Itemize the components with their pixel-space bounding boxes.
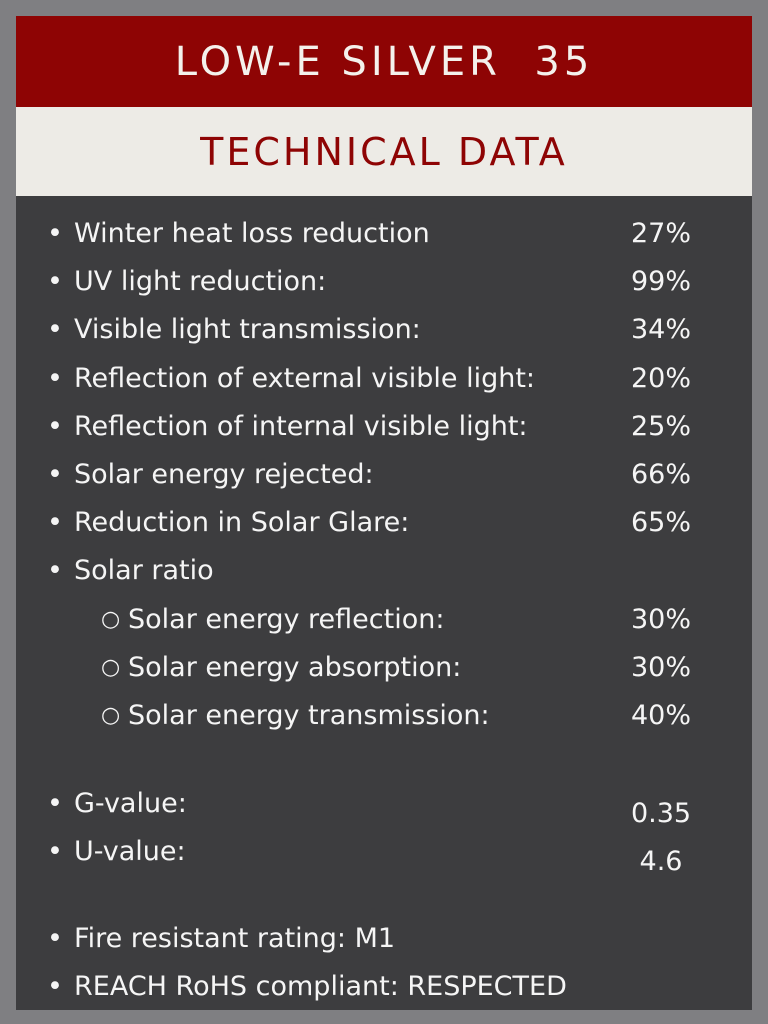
bullet-icon: • bbox=[47, 363, 63, 394]
item-value: 65% bbox=[630, 507, 691, 538]
list-item: • Reflection of internal visible light: … bbox=[16, 407, 752, 447]
section-title: TECHNICAL DATA bbox=[16, 107, 752, 196]
list-item: • Winter heat loss reduction 27% bbox=[16, 214, 752, 254]
item-value: 4.6 bbox=[639, 846, 683, 877]
item-value: 27% bbox=[630, 218, 691, 249]
sub-list-item: ○ Solar energy transmission: 40% bbox=[16, 696, 752, 736]
item-value: 99% bbox=[630, 266, 691, 297]
item-value: 66% bbox=[630, 459, 691, 490]
bullet-icon: • bbox=[47, 923, 63, 954]
item-value: 25% bbox=[630, 411, 691, 442]
item-label: Solar energy transmission: bbox=[128, 700, 490, 731]
item-value: 0.35 bbox=[630, 798, 692, 829]
item-label: REACH RoHS compliant: RESPECTED bbox=[74, 971, 567, 1002]
bullet-icon: • bbox=[47, 788, 63, 819]
list-item: • Reduction in Solar Glare: 65% bbox=[16, 503, 752, 543]
technical-data-card: LOW-E SILVER 35 TECHNICAL DATA • Winter … bbox=[16, 16, 752, 1010]
list-item: • Fire resistant rating: M1 bbox=[16, 919, 752, 959]
list-item: • Reflection of external visible light: … bbox=[16, 359, 752, 399]
item-label: Reflection of external visible light: bbox=[74, 363, 536, 394]
item-label: Winter heat loss reduction bbox=[74, 218, 430, 249]
item-label: UV light reduction: bbox=[74, 266, 327, 297]
item-value: 20% bbox=[630, 363, 691, 394]
circle-bullet-icon: ○ bbox=[101, 607, 121, 632]
bullet-icon: • bbox=[47, 218, 63, 249]
bullet-icon: • bbox=[47, 314, 63, 345]
item-value: 30% bbox=[630, 604, 691, 635]
item-label: Reflection of internal visible light: bbox=[74, 411, 528, 442]
list-item: • Solar energy rejected: 66% bbox=[16, 455, 752, 495]
list-item: • Visible light transmission: 34% bbox=[16, 310, 752, 350]
bullet-icon: • bbox=[47, 507, 63, 538]
bullet-icon: • bbox=[47, 555, 63, 586]
bullet-icon: • bbox=[47, 266, 63, 297]
list-item: • U-value: 4.6 bbox=[16, 832, 752, 877]
list-item: • G-value: 0.35 bbox=[16, 784, 752, 829]
bullet-icon: • bbox=[47, 459, 63, 490]
item-label: Fire resistant rating: M1 bbox=[74, 923, 396, 954]
item-label: Solar energy absorption: bbox=[128, 652, 462, 683]
bullet-icon: • bbox=[47, 836, 63, 867]
item-label: G-value: bbox=[74, 788, 187, 819]
bullet-icon: • bbox=[47, 971, 63, 1002]
item-value: 34% bbox=[630, 314, 691, 345]
list-item: • UV light reduction: 99% bbox=[16, 262, 752, 302]
item-value: 30% bbox=[630, 652, 691, 683]
list-item: • Solar ratio bbox=[16, 551, 752, 591]
item-label: U-value: bbox=[74, 836, 186, 867]
item-label: Solar energy reflection: bbox=[128, 604, 445, 635]
item-value: 40% bbox=[630, 700, 691, 731]
item-label: Reduction in Solar Glare: bbox=[74, 507, 410, 538]
sub-list-item: ○ Solar energy reflection: 30% bbox=[16, 600, 752, 640]
item-label: Visible light transmission: bbox=[74, 314, 421, 345]
item-label: Solar ratio bbox=[74, 555, 214, 586]
list-item: • REACH RoHS compliant: RESPECTED bbox=[16, 967, 752, 1007]
product-title: LOW-E SILVER 35 bbox=[16, 16, 752, 107]
circle-bullet-icon: ○ bbox=[101, 655, 121, 680]
sub-list-item: ○ Solar energy absorption: 30% bbox=[16, 648, 752, 688]
item-label: Solar energy rejected: bbox=[74, 459, 374, 490]
circle-bullet-icon: ○ bbox=[101, 703, 121, 728]
bullet-icon: • bbox=[47, 411, 63, 442]
